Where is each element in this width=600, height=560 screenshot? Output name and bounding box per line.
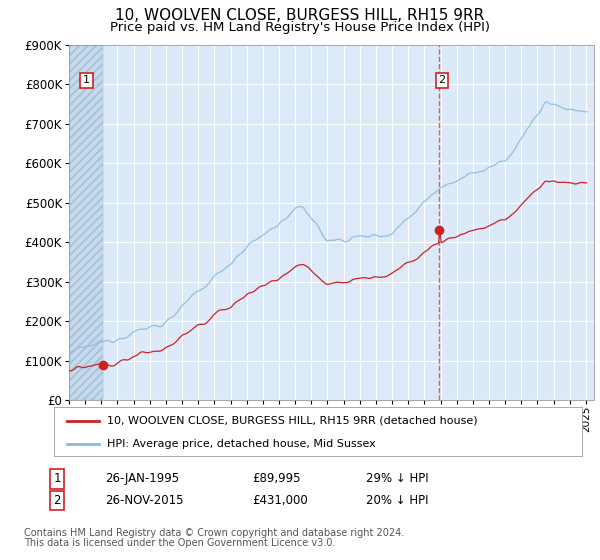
Text: 1: 1 bbox=[53, 472, 61, 486]
Text: 10, WOOLVEN CLOSE, BURGESS HILL, RH15 9RR: 10, WOOLVEN CLOSE, BURGESS HILL, RH15 9R… bbox=[115, 8, 485, 24]
Text: 26-NOV-2015: 26-NOV-2015 bbox=[105, 494, 184, 507]
Text: 2: 2 bbox=[439, 76, 446, 85]
Text: £431,000: £431,000 bbox=[252, 494, 308, 507]
Bar bbox=[69, 45, 103, 400]
Text: 1: 1 bbox=[83, 76, 90, 85]
Text: 26-JAN-1995: 26-JAN-1995 bbox=[105, 472, 179, 486]
Text: 20% ↓ HPI: 20% ↓ HPI bbox=[366, 494, 428, 507]
Text: HPI: Average price, detached house, Mid Sussex: HPI: Average price, detached house, Mid … bbox=[107, 439, 376, 449]
Text: 2: 2 bbox=[53, 494, 61, 507]
Text: This data is licensed under the Open Government Licence v3.0.: This data is licensed under the Open Gov… bbox=[24, 538, 335, 548]
Text: 29% ↓ HPI: 29% ↓ HPI bbox=[366, 472, 428, 486]
Text: £89,995: £89,995 bbox=[252, 472, 301, 486]
Text: Contains HM Land Registry data © Crown copyright and database right 2024.: Contains HM Land Registry data © Crown c… bbox=[24, 528, 404, 538]
Text: Price paid vs. HM Land Registry's House Price Index (HPI): Price paid vs. HM Land Registry's House … bbox=[110, 21, 490, 34]
Text: 10, WOOLVEN CLOSE, BURGESS HILL, RH15 9RR (detached house): 10, WOOLVEN CLOSE, BURGESS HILL, RH15 9R… bbox=[107, 416, 478, 426]
